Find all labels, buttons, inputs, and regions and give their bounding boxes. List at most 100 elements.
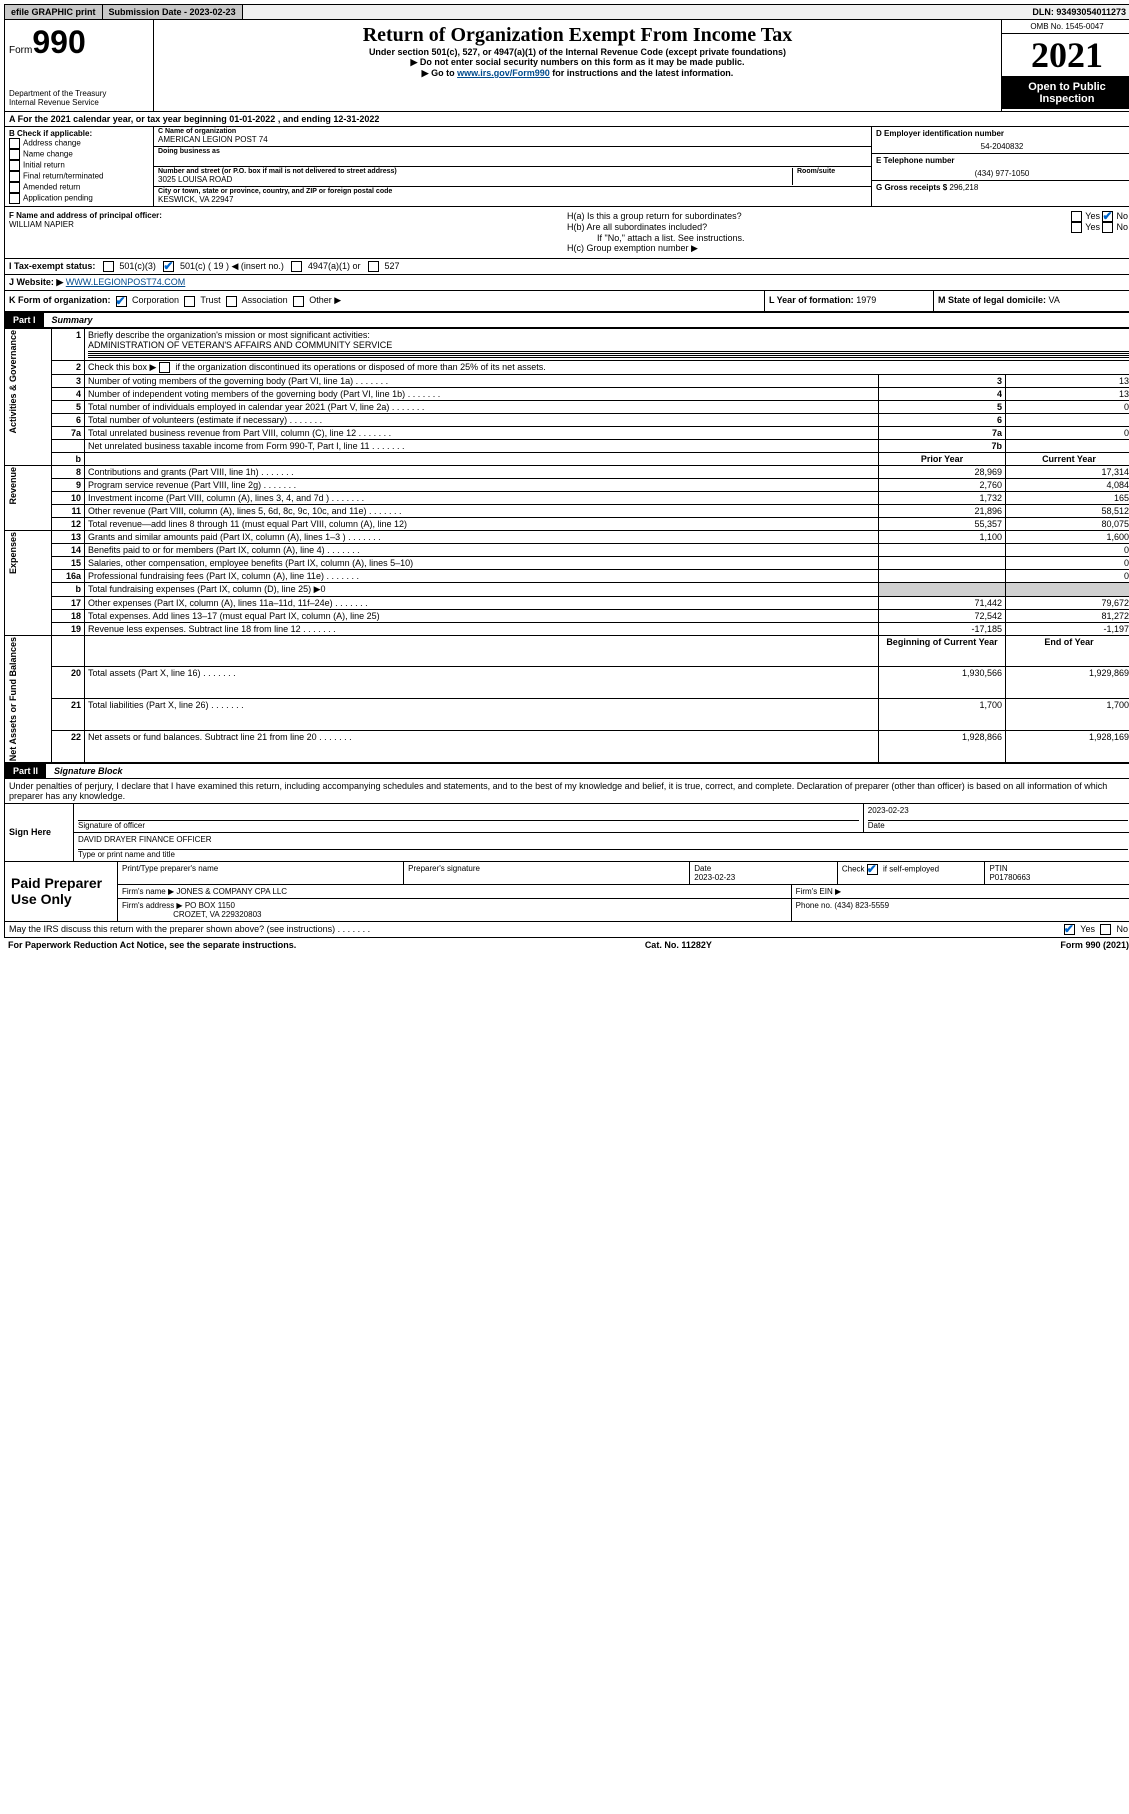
- k-o3: Other ▶: [309, 295, 341, 305]
- j-label: J Website: ▶: [9, 277, 66, 287]
- efile-print-button[interactable]: efile GRAPHIC print: [5, 5, 103, 19]
- e7n: 19: [52, 622, 85, 635]
- prep-phone-label: Phone no.: [796, 901, 835, 910]
- g1rn: 4: [879, 387, 1006, 400]
- prep-h4b: if self-employed: [883, 864, 939, 873]
- hdr-prior: Prior Year: [879, 452, 1006, 465]
- g3n: 6: [52, 413, 85, 426]
- c-name-label: C Name of organization: [158, 128, 867, 135]
- k-assoc-check[interactable]: [226, 296, 237, 307]
- footer-mid: Cat. No. 11282Y: [645, 940, 712, 950]
- part1-header: Part I Summary: [4, 312, 1129, 328]
- i-o3: 4947(a)(1) or: [308, 261, 361, 271]
- self-emp-check[interactable]: [867, 864, 878, 875]
- a-text: A For the 2021 calendar year, or tax yea…: [9, 114, 229, 124]
- s1-cell: Briefly describe the organization's miss…: [85, 328, 1129, 360]
- b-opt-4[interactable]: Amended return: [9, 182, 149, 193]
- c-addr-label: Number and street (or P.O. box if mail i…: [158, 168, 792, 175]
- prep-addr-label: Firm's address ▶: [122, 901, 183, 910]
- g1t: Number of independent voting members of …: [85, 387, 879, 400]
- e3p: [879, 569, 1006, 582]
- sig-name-value: DAVID DRAYER FINANCE OFFICER: [78, 835, 1128, 849]
- i-o4: 527: [384, 261, 399, 271]
- form-prefix: Form: [9, 45, 32, 56]
- b-opt-3[interactable]: Final return/terminated: [9, 171, 149, 182]
- n1p: 1,700: [879, 699, 1006, 731]
- g3v: [1006, 413, 1129, 426]
- net-hdr-b: Beginning of Current Year: [879, 635, 1006, 667]
- dln-field: DLN: 93493054011273: [1026, 5, 1129, 19]
- e5p: 71,442: [879, 596, 1006, 609]
- i-501c3-check[interactable]: [103, 261, 114, 272]
- discuss-yes-check[interactable]: [1064, 924, 1075, 935]
- irs-link[interactable]: www.irs.gov/Form990: [457, 68, 550, 78]
- c-name-row: C Name of organization AMERICAN LEGION P…: [154, 127, 871, 147]
- e1t: Benefits paid to or for members (Part IX…: [85, 543, 879, 556]
- f-officer: F Name and address of principal officer:…: [5, 207, 563, 258]
- c-city-value: KESWICK, VA 22947: [158, 195, 867, 204]
- form-title: Return of Organization Exempt From Incom…: [162, 24, 993, 47]
- side-gov: Activities & Governance: [8, 330, 18, 434]
- sig-officer-label: Signature of officer: [78, 820, 859, 830]
- h-group: H(a) Is this a group return for subordin…: [563, 207, 1129, 258]
- e-phone: E Telephone number (434) 977-1050: [872, 154, 1129, 181]
- website-link[interactable]: WWW.LEGIONPOST74.COM: [66, 277, 186, 287]
- top-toolbar: efile GRAPHIC print Submission Date - 20…: [4, 4, 1129, 20]
- part2-header: Part II Signature Block: [4, 763, 1129, 779]
- dln-value: 93493054011273: [1056, 7, 1126, 17]
- n0n: 20: [52, 667, 85, 699]
- i-label: I Tax-exempt status:: [9, 261, 95, 271]
- open-public-badge: Open to Public Inspection: [1002, 77, 1129, 109]
- r2t: Investment income (Part VIII, column (A)…: [85, 491, 879, 504]
- e4p: [879, 582, 1006, 596]
- k-corp-check[interactable]: [116, 296, 127, 307]
- g1v: 13: [1006, 387, 1129, 400]
- k-trust-check[interactable]: [184, 296, 195, 307]
- b-opt-2[interactable]: Initial return: [9, 160, 149, 171]
- i-501c-check[interactable]: [163, 261, 174, 272]
- r3c: 58,512: [1006, 504, 1129, 517]
- e6p: 72,542: [879, 609, 1006, 622]
- b-opt-0[interactable]: Address change: [9, 138, 149, 149]
- i-527-check[interactable]: [368, 261, 379, 272]
- n0c: 1,929,869: [1006, 667, 1129, 699]
- prep-addr1: PO BOX 1150: [185, 901, 235, 910]
- r1c: 4,084: [1006, 478, 1129, 491]
- g-gross: G Gross receipts $ 296,218: [872, 181, 1129, 206]
- a-end: 12-31-2022: [333, 114, 379, 124]
- toolbar-spacer: [243, 5, 1027, 19]
- g5v: [1006, 439, 1129, 452]
- g3rn: 6: [879, 413, 1006, 426]
- s2-check[interactable]: [159, 362, 170, 373]
- row-j: J Website: ▶ WWW.LEGIONPOST74.COM: [4, 275, 1129, 291]
- irs-label: Internal Revenue Service: [9, 98, 149, 107]
- s1-v: ADMINISTRATION OF VETERAN'S AFFAIRS AND …: [88, 340, 392, 350]
- form-year-col: OMB No. 1545-0047 2021 Open to Public In…: [1001, 20, 1129, 111]
- e6n: 18: [52, 609, 85, 622]
- colb: b: [52, 452, 85, 465]
- prep-date: 2023-02-23: [694, 873, 735, 882]
- k-other-check[interactable]: [293, 296, 304, 307]
- h-b: H(b) Are all subordinates included?: [567, 222, 1071, 233]
- c-addr-row: Number and street (or P.O. box if mail i…: [154, 167, 871, 187]
- side-rev: Revenue: [8, 467, 18, 505]
- l-year: L Year of formation: 1979: [764, 291, 933, 310]
- discuss-yes: Yes: [1080, 924, 1095, 934]
- b-opt-1[interactable]: Name change: [9, 149, 149, 160]
- i-4947-check[interactable]: [291, 261, 302, 272]
- discuss-no-check[interactable]: [1100, 924, 1111, 935]
- m-val: VA: [1049, 295, 1060, 305]
- e3c: 0: [1006, 569, 1129, 582]
- form-id-col: Form990 Department of the Treasury Inter…: [5, 20, 154, 111]
- e5c: 79,672: [1006, 596, 1129, 609]
- ein-label: Firm's EIN ▶: [796, 887, 841, 896]
- n2t: Net assets or fund balances. Subtract li…: [85, 731, 879, 763]
- prep-h2: Preparer's signature: [408, 864, 685, 873]
- part2-num: Part II: [5, 764, 46, 778]
- discuss-no: No: [1116, 924, 1128, 934]
- d-value: 54-2040832: [876, 138, 1128, 151]
- e1n: 14: [52, 543, 85, 556]
- b-opt-5[interactable]: Application pending: [9, 193, 149, 204]
- c-name-value: AMERICAN LEGION POST 74: [158, 135, 867, 144]
- form-subtitle1: Under section 501(c), 527, or 4947(a)(1)…: [162, 47, 993, 57]
